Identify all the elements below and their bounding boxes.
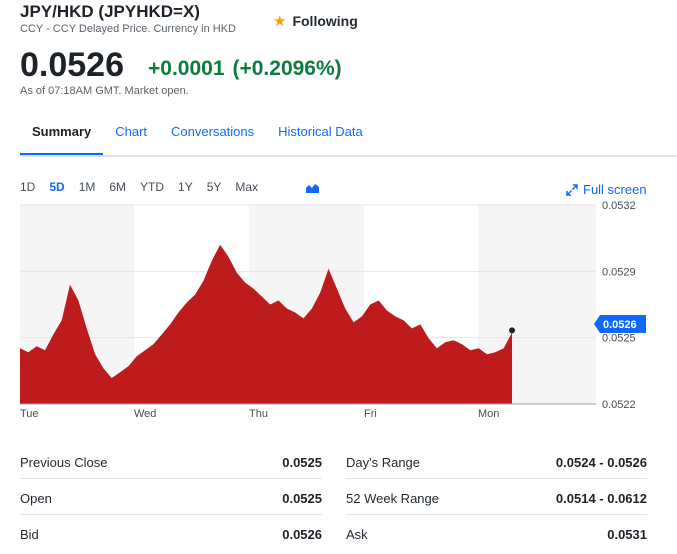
stat-value: 0.0514 - 0.0612 <box>555 491 647 506</box>
stat-row-bid: Bid 0.0526 <box>20 515 322 550</box>
stat-value: 0.0525 <box>282 455 322 470</box>
tab-divider <box>20 155 677 157</box>
stat-label: Previous Close <box>20 455 108 470</box>
x-tick-label: Fri <box>364 408 377 420</box>
tab-summary[interactable]: Summary <box>20 112 104 156</box>
y-axis-labels: 0.0532 0.0529 0.0525 0.0522 <box>602 200 636 411</box>
x-tick-label: Tue <box>20 408 39 420</box>
following-label: Following <box>292 13 358 29</box>
tab-historical-data[interactable]: Historical Data <box>278 124 363 139</box>
range-1y[interactable]: 1Y <box>178 180 193 194</box>
price-change-value: +0.0001 <box>148 57 225 80</box>
current-price-dot <box>509 327 515 334</box>
y-tick-label: 0.0522 <box>602 399 636 411</box>
stats-left-column: Previous Close 0.0525 Open 0.0525 Bid 0.… <box>20 443 322 550</box>
stat-label: Open <box>20 491 52 506</box>
stat-row-ask: Ask 0.0531 <box>346 515 647 550</box>
range-selector: 1D 5D 1M 6M YTD 1Y 5Y Max <box>20 180 272 194</box>
stat-row-52-week-range: 52 Week Range 0.0514 - 0.0612 <box>346 479 647 515</box>
range-5d[interactable]: 5D <box>49 180 65 194</box>
page-subtitle: CCY - CCY Delayed Price. Currency in HKD <box>20 23 236 35</box>
range-6m[interactable]: 6M <box>109 180 127 194</box>
current-price-tag-label: 0.0526 <box>603 319 637 331</box>
stat-row-days-range: Day's Range 0.0524 - 0.0526 <box>346 443 647 479</box>
price-area <box>20 244 512 404</box>
stat-row-open: Open 0.0525 <box>20 479 322 515</box>
following-button[interactable]: ★ Following <box>273 13 358 29</box>
y-tick-label: 0.0529 <box>602 266 636 278</box>
price-change: +0.0001 (+0.2096%) <box>148 57 350 81</box>
as-of-timestamp: As of 07:18AM GMT. Market open. <box>20 85 189 97</box>
range-1m[interactable]: 1M <box>78 180 96 194</box>
range-5y[interactable]: 5Y <box>206 180 222 194</box>
current-price-tag: 0.0526 <box>594 315 646 333</box>
price-change-percent: (+0.2096%) <box>232 57 342 80</box>
stat-label: Ask <box>346 527 368 542</box>
area-chart-icon[interactable] <box>306 182 319 193</box>
tab-conversations[interactable]: Conversations <box>171 124 255 139</box>
x-tick-label: Thu <box>249 408 268 420</box>
y-tick-label: 0.0532 <box>602 200 636 212</box>
range-ytd[interactable]: YTD <box>140 180 165 194</box>
stat-row-previous-close: Previous Close 0.0525 <box>20 443 322 479</box>
stat-label: 52 Week Range <box>346 491 439 506</box>
stat-value: 0.0531 <box>607 527 647 542</box>
price-chart[interactable]: 0.0532 0.0529 0.0525 0.0522 Tue Wed Thu Fri Mon… <box>0 200 677 425</box>
stat-label: Bid <box>20 527 39 542</box>
stat-value: 0.0525 <box>282 491 322 506</box>
tab-chart[interactable]: Chart <box>115 124 148 139</box>
current-price-tag-bg <box>594 315 646 333</box>
y-tick-label: 0.0525 <box>602 333 636 345</box>
x-tick-label: Mon <box>478 408 499 420</box>
x-tick-label: Wed <box>134 408 156 420</box>
range-1d[interactable]: 1D <box>20 180 36 194</box>
stat-value: 0.0526 <box>282 527 322 542</box>
page-title: JPY/HKD (JPYHKD=X) <box>20 2 200 21</box>
stats-right-column: Day's Range 0.0524 - 0.0526 52 Week Rang… <box>346 443 647 550</box>
stat-label: Day's Range <box>346 455 421 470</box>
full-screen-button[interactable]: Full screen <box>566 182 647 197</box>
current-price: 0.0526 <box>20 46 124 84</box>
x-axis-labels: Tue Wed Thu Fri Mon <box>20 408 499 420</box>
stat-value: 0.0524 - 0.0526 <box>555 455 647 470</box>
range-max[interactable]: Max <box>235 180 259 194</box>
quote-tabs: Summary Chart Conversations Historical D… <box>20 112 375 156</box>
expand-icon <box>566 183 578 196</box>
full-screen-label: Full screen <box>583 182 647 197</box>
star-icon: ★ <box>273 12 287 30</box>
